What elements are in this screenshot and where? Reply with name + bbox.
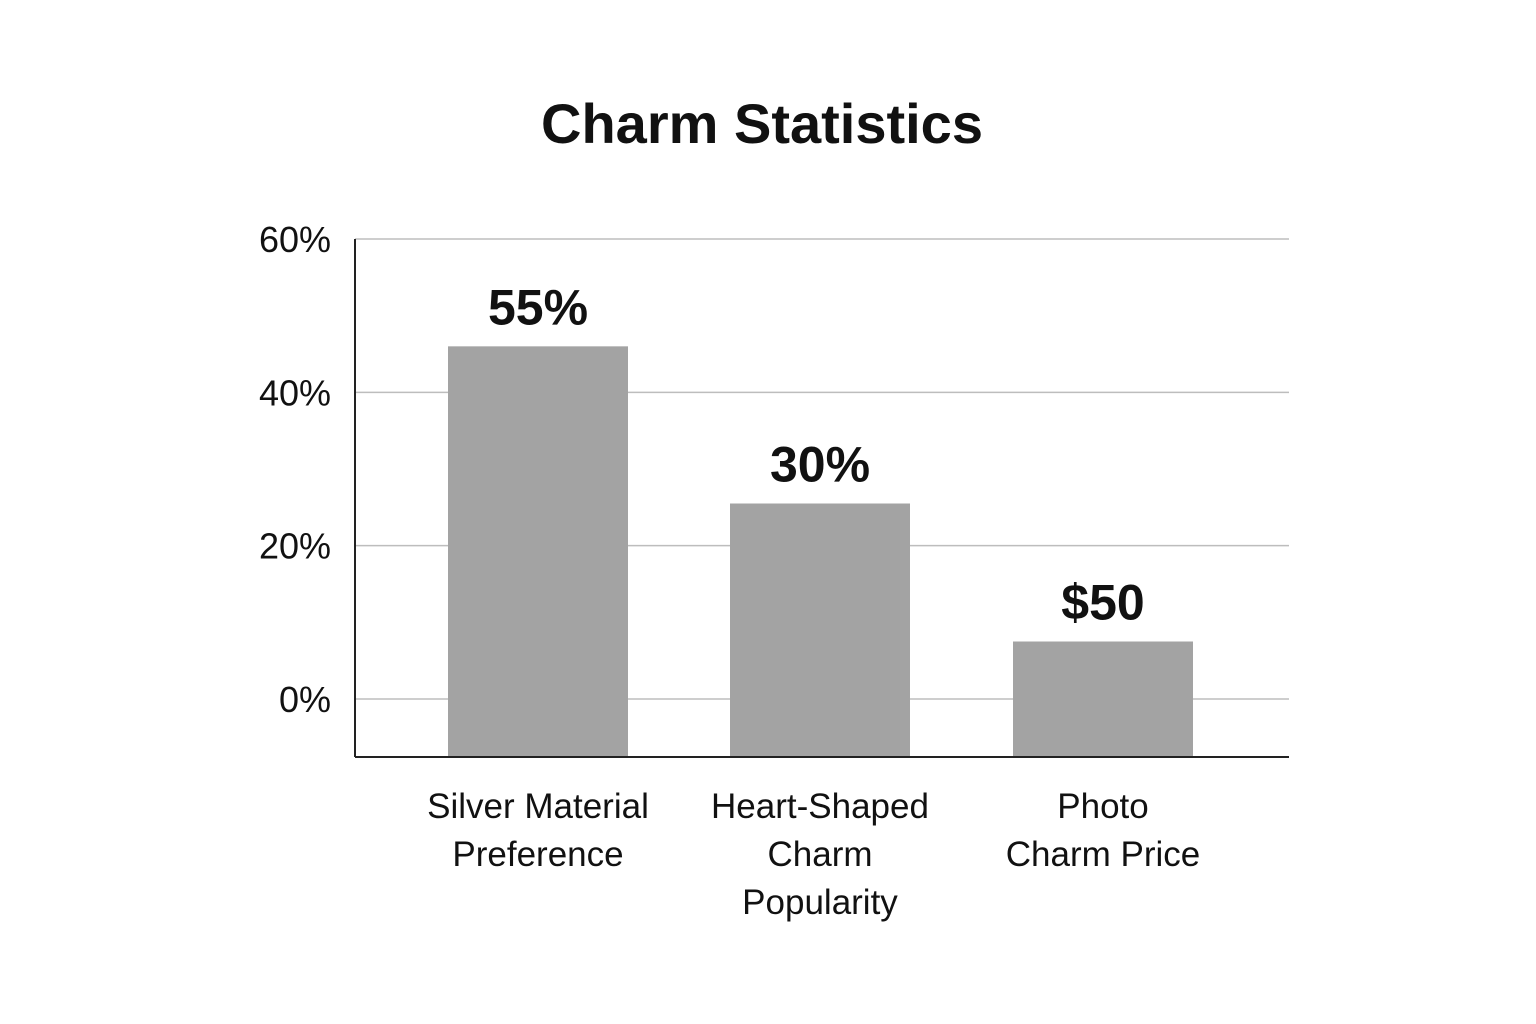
x-category-label: Heart-Shaped: [711, 787, 929, 826]
bar: [730, 503, 910, 756]
x-axis-categories: Silver Material Preference Heart-Shaped Cha…: [427, 787, 1200, 922]
data-label: 55%: [488, 279, 588, 335]
y-axis-ticks: 0% 20% 40% 60%: [259, 219, 331, 720]
x-category-label: Preference: [452, 835, 623, 874]
data-labels: 55% 30% $50: [488, 279, 1145, 630]
y-tick-label: 60%: [259, 219, 331, 260]
data-label: 30%: [770, 437, 870, 493]
x-category-label: Charm: [767, 835, 872, 874]
x-category-label: Popularity: [742, 883, 898, 922]
bars: [448, 346, 1193, 756]
y-tick-label: 40%: [259, 372, 331, 413]
bar: [1013, 641, 1193, 756]
x-category-label: Silver Material: [427, 787, 649, 826]
x-category-label: Charm Price: [1006, 835, 1200, 874]
chart-title: Charm Statistics: [541, 92, 983, 155]
bar: [448, 346, 628, 756]
x-category-label: Photo: [1057, 787, 1148, 826]
data-label: $50: [1061, 575, 1144, 631]
y-tick-label: 20%: [259, 526, 331, 567]
y-tick-label: 0%: [279, 679, 331, 720]
